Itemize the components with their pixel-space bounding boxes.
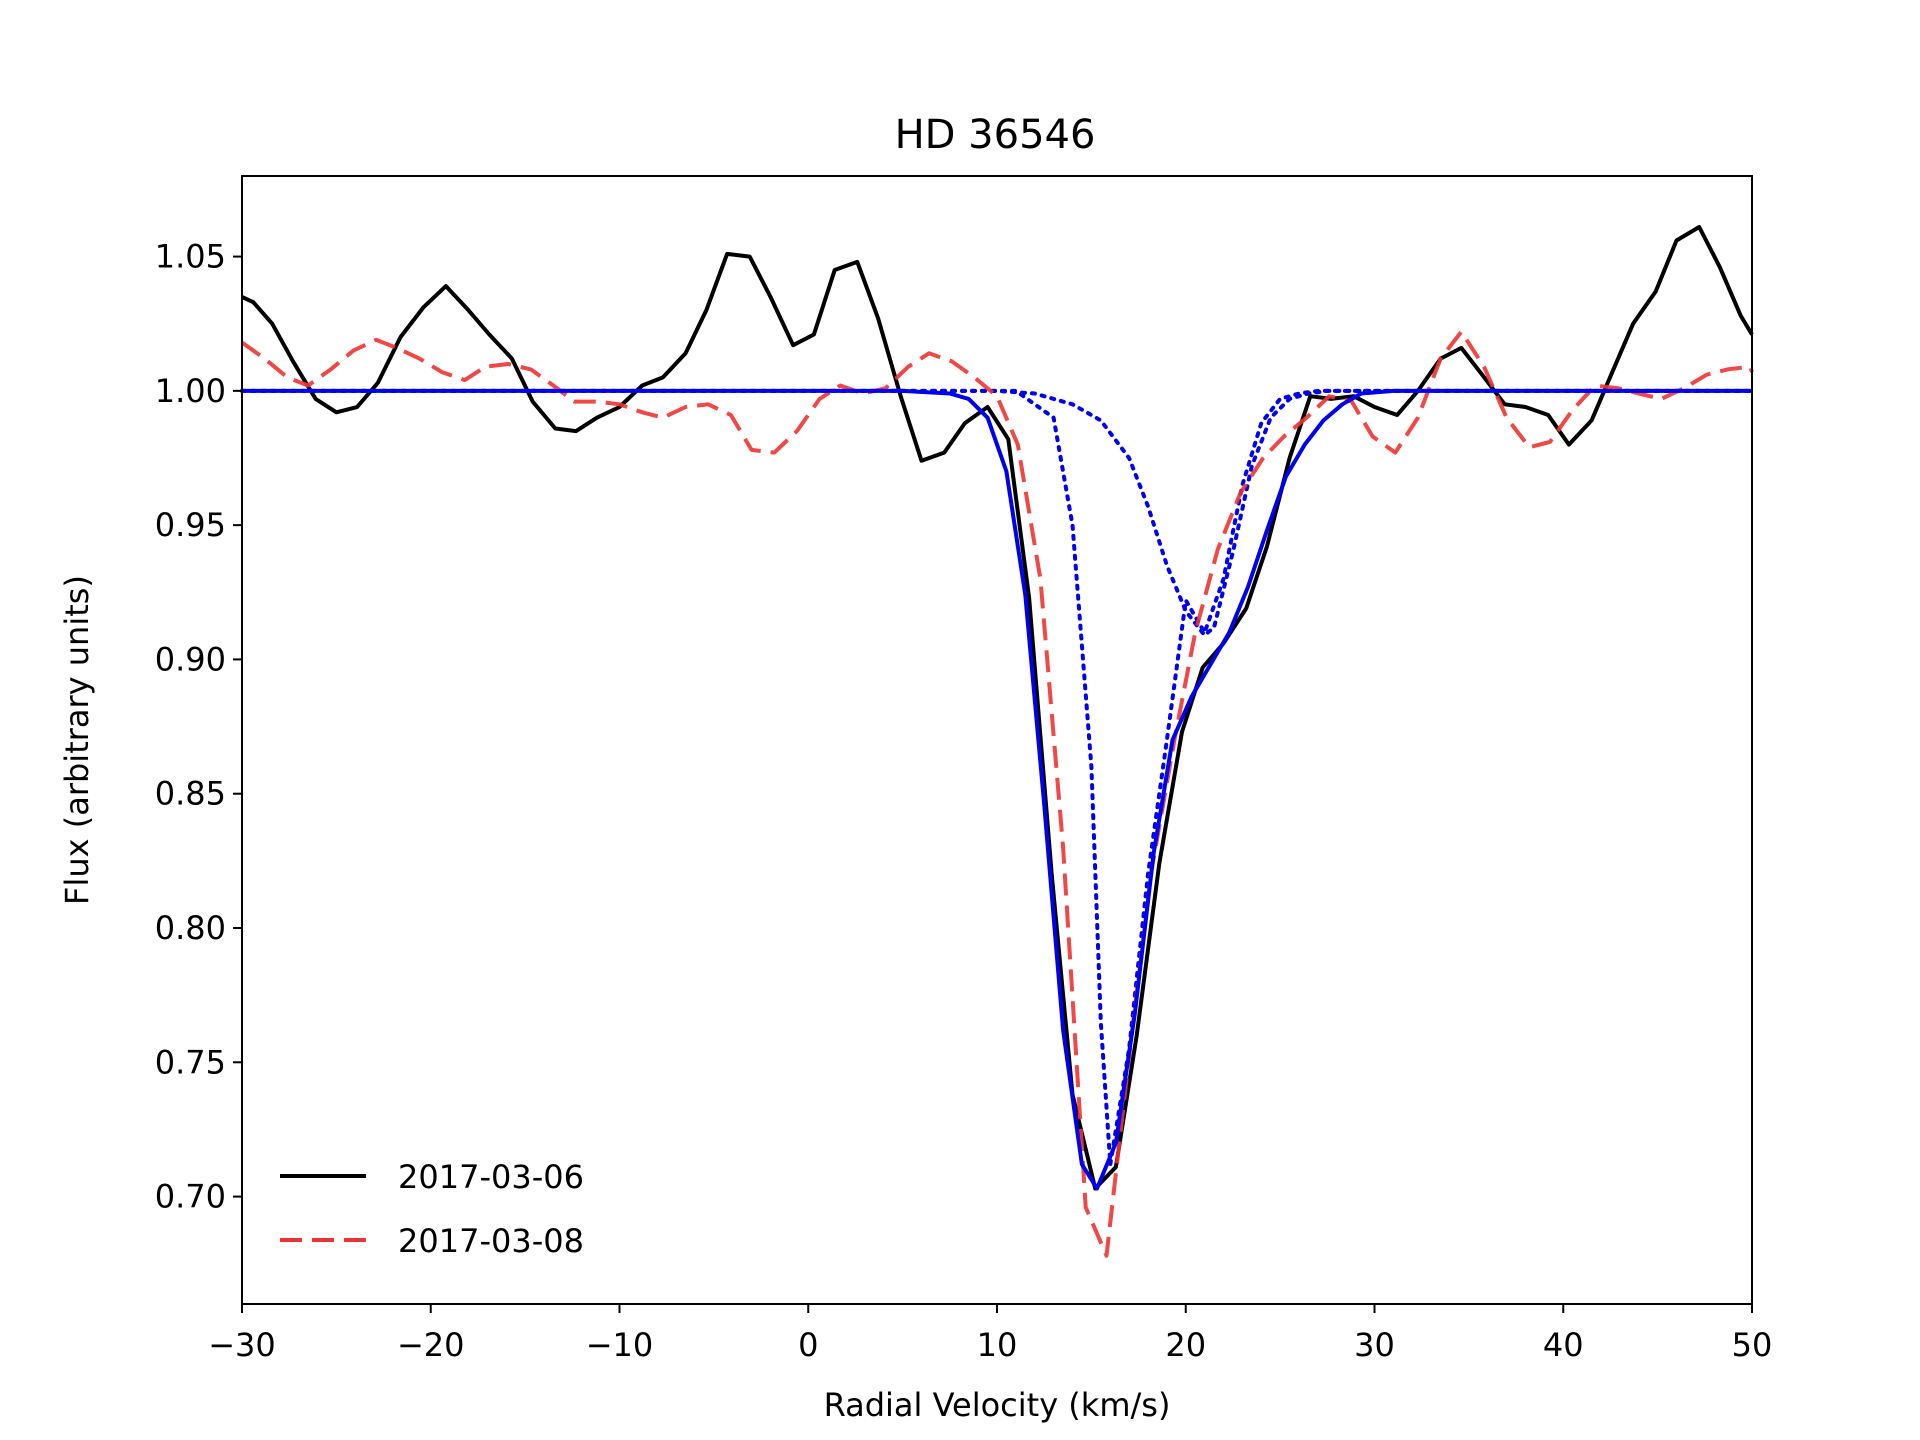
y-tick-label: 1.05 bbox=[155, 238, 226, 276]
y-tick-label: 0.70 bbox=[155, 1178, 226, 1216]
x-tick-label: −30 bbox=[208, 1326, 276, 1364]
x-tick-label: −20 bbox=[397, 1326, 465, 1364]
chart-title: HD 36546 bbox=[895, 112, 1096, 158]
y-tick-label: 0.80 bbox=[155, 909, 226, 947]
x-tick-label: 30 bbox=[1354, 1326, 1395, 1364]
x-tick-label: 40 bbox=[1543, 1326, 1584, 1364]
plot-frame bbox=[241, 175, 1753, 1305]
y-tick-label: 0.95 bbox=[155, 506, 226, 544]
series-line-0 bbox=[241, 225, 1754, 1191]
legend: 2017-03-06 2017-03-08 bbox=[280, 1158, 584, 1260]
x-tick-label: 20 bbox=[1165, 1326, 1206, 1364]
series-line-2 bbox=[242, 388, 1752, 1191]
legend-label: 2017-03-08 bbox=[398, 1222, 584, 1260]
y-axis-label: Flux (arbitrary units) bbox=[58, 575, 96, 905]
series-line-1 bbox=[240, 329, 1754, 1258]
x-tick-label: 10 bbox=[977, 1326, 1018, 1364]
y-tick-label: 0.90 bbox=[155, 640, 226, 678]
y-tick-label: 1.00 bbox=[155, 372, 226, 410]
y-tick-label: 0.75 bbox=[155, 1043, 226, 1081]
x-tick-label: −10 bbox=[586, 1326, 654, 1364]
x-axis-label: Radial Velocity (km/s) bbox=[824, 1386, 1171, 1424]
series-layer bbox=[240, 225, 1754, 1258]
series-line-3 bbox=[240, 388, 1754, 1167]
y-axis: 0.70 0.75 0.80 0.85 0.90 0.95 1.00 1.05 bbox=[155, 238, 242, 1216]
series-line-4 bbox=[240, 388, 1754, 638]
x-tick-label: 0 bbox=[798, 1326, 818, 1364]
y-tick-label: 0.85 bbox=[155, 775, 226, 813]
legend-label: 2017-03-06 bbox=[398, 1158, 584, 1196]
x-axis: −30 −20 −10 0 10 20 30 40 50 bbox=[208, 1304, 1772, 1364]
x-tick-label: 50 bbox=[1732, 1326, 1773, 1364]
